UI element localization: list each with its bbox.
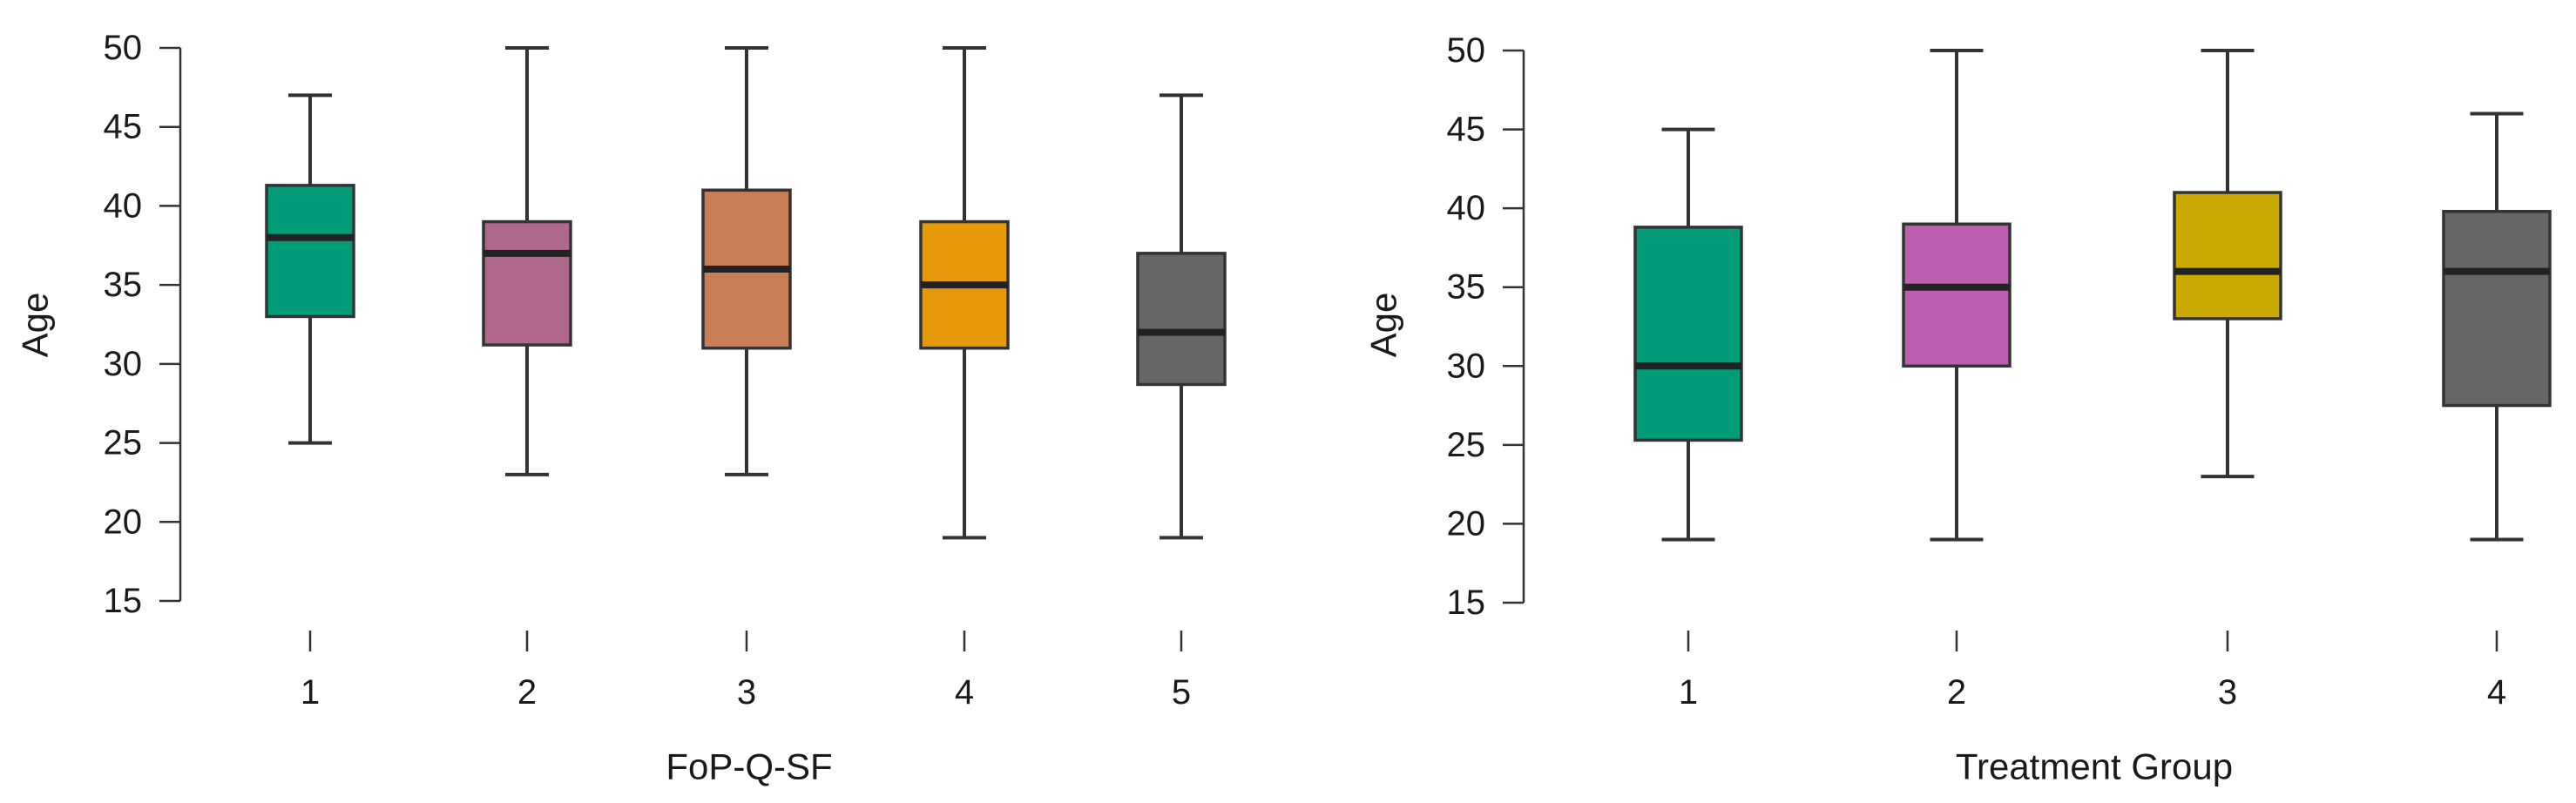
y-tick-label: 50 [1447,31,1486,70]
box-3 [701,46,792,476]
iqr-box [1136,252,1227,387]
x-tick-label: 4 [2487,673,2506,712]
y-tick-label: 35 [104,266,143,304]
box-1 [265,93,355,445]
y-tick-label: 15 [104,582,143,620]
y-tick-label: 25 [1447,426,1486,464]
x-axis-label: FoP-Q-SF [666,746,832,787]
y-axis-label: Age [15,293,56,358]
iqr-box [1902,222,2011,368]
box-4 [919,46,1010,540]
y-tick-label: 45 [1447,111,1486,149]
iqr-box [1633,226,1743,442]
x-tick-label: 1 [1679,673,1698,712]
y-tick-label: 40 [104,186,143,225]
y-tick-label: 50 [104,29,143,67]
x-tick-label: 1 [301,673,320,712]
box-5 [1136,93,1227,540]
x-tick-label: 4 [955,673,974,712]
y-tick-label: 25 [104,424,143,462]
x-tick-label: 3 [737,673,756,712]
iqr-box [2173,191,2282,321]
y-axis-label: Age [1363,293,1404,358]
y-tick-label: 40 [1447,189,1486,227]
x-tick-label: 3 [2218,673,2237,712]
box-4 [2442,111,2552,542]
y-tick-label: 20 [104,503,143,541]
x-tick-label: 2 [1947,673,1966,712]
y-tick-label: 15 [1447,584,1486,622]
x-tick-label: 2 [517,673,537,712]
boxplot-chart-treatment-group: 15 20 25 30 35 40 45 50 Age 1 2 3 4 Treatment Group [1363,31,2552,787]
iqr-box [2442,210,2552,408]
y-tick-label: 30 [1447,347,1486,385]
box-2 [482,46,572,476]
y-tick-label: 35 [1447,268,1486,307]
y-tick-label: 20 [1447,504,1486,543]
x-tick-label: 5 [1172,673,1191,712]
y-tick-label: 30 [104,345,143,383]
box-2 [1902,49,2011,542]
x-axis-label: Treatment Group [1956,746,2233,787]
box-1 [1633,127,1743,542]
iqr-box [482,219,572,347]
iqr-box [265,184,355,319]
box-3 [2173,49,2282,479]
y-tick-label: 45 [104,108,143,146]
